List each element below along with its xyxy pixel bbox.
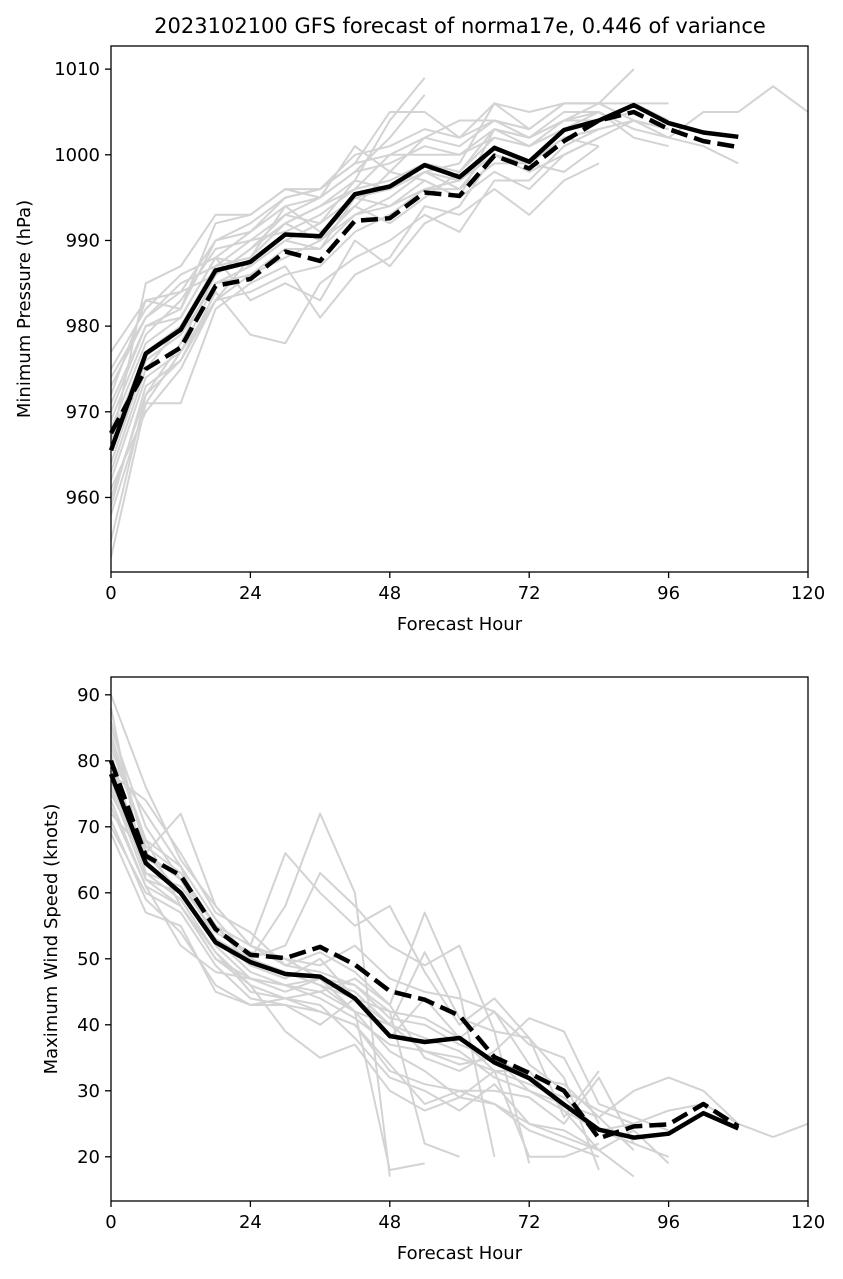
pressure-yaxis-label: Minimum Pressure (hPa)	[14, 200, 35, 418]
wind-ytick-label: 30	[77, 1081, 100, 1102]
wind-ensemble-line-18	[110, 753, 635, 1125]
pressure-mean-line-dashed	[109, 109, 739, 435]
wind-ytick-label: 40	[77, 1015, 100, 1036]
wind-axes-frame	[110, 676, 809, 1202]
pressure-xtick-label: 120	[791, 583, 825, 604]
wind-ensemble-line-17	[110, 806, 669, 1132]
wind-ytick-label: 20	[77, 1147, 100, 1168]
wind-xtick-label: 24	[239, 1212, 262, 1233]
wind-yaxis-label: Maximum Wind Speed (knots)	[41, 804, 62, 1075]
wind-ytick-label: 60	[77, 883, 100, 904]
pressure-xtick-label: 96	[657, 583, 680, 604]
pressure-ytick-label: 970	[66, 402, 100, 423]
wind-ensemble-line-14	[110, 780, 600, 1158]
pressure-xtick-label: 72	[518, 583, 541, 604]
pressure-ensemble-line-10	[110, 162, 600, 558]
pressure-ytick-label: 960	[66, 487, 100, 508]
pressure-ensemble-line-11	[110, 145, 600, 370]
wind-ensemble-line-12	[110, 800, 670, 1165]
pressure-xtick-label: 24	[239, 583, 262, 604]
pressure-xtick-label: 0	[105, 583, 116, 604]
pressure-ensemble-line-19	[110, 102, 635, 379]
wind-ytick-label: 70	[77, 817, 100, 838]
pressure-ytick-label: 990	[66, 230, 100, 251]
pressure-axes-frame	[110, 45, 809, 573]
wind-xtick-label: 48	[378, 1212, 401, 1233]
pressure-panel: 0 24 48 72 96 120 960 970 980 990 1000 1010 Forecast…	[14, 45, 825, 635]
wind-xtick-label: 120	[791, 1212, 825, 1233]
wind-panel: 0 24 48 72 96 120 20 30 40 50 60 70 80 90 Forecast Hou…	[41, 676, 825, 1264]
pressure-mean-line-solid	[108, 102, 739, 452]
pressure-ensemble-line-14	[110, 111, 669, 387]
wind-ytick-label: 80	[77, 751, 100, 772]
wind-mean-line-solid	[108, 773, 740, 1140]
wind-ensemble-line-7	[110, 812, 600, 1171]
wind-xtick-label: 0	[105, 1212, 116, 1233]
wind-mean-line-dashed	[108, 760, 740, 1141]
pressure-ytick-label: 1000	[54, 145, 100, 166]
wind-ensemble-line-4	[110, 826, 635, 1178]
wind-xaxis-label: Forecast Hour	[397, 1243, 523, 1264]
wind-ensemble-line-9	[110, 773, 496, 1158]
pressure-ensemble-line-9	[110, 128, 600, 541]
wind-ytick-label: 50	[77, 949, 100, 970]
figure-title: 2023102100 GFS forecast of norma17e, 0.4…	[154, 14, 766, 38]
pressure-ytick-label: 1010	[54, 59, 100, 80]
wind-ensemble-line-10	[110, 740, 600, 1158]
wind-ytick-label: 90	[77, 685, 100, 706]
pressure-xaxis-label: Forecast Hour	[397, 614, 523, 635]
pressure-xtick-label: 48	[378, 583, 401, 604]
wind-xtick-label: 96	[657, 1212, 680, 1233]
pressure-ensemble-line-20	[110, 119, 669, 507]
pressure-ensemble-line-17	[110, 102, 530, 404]
pressure-ytick-label: 980	[66, 316, 100, 337]
pressure-ensemble-line-15	[110, 111, 600, 490]
wind-xtick-label: 72	[518, 1212, 541, 1233]
